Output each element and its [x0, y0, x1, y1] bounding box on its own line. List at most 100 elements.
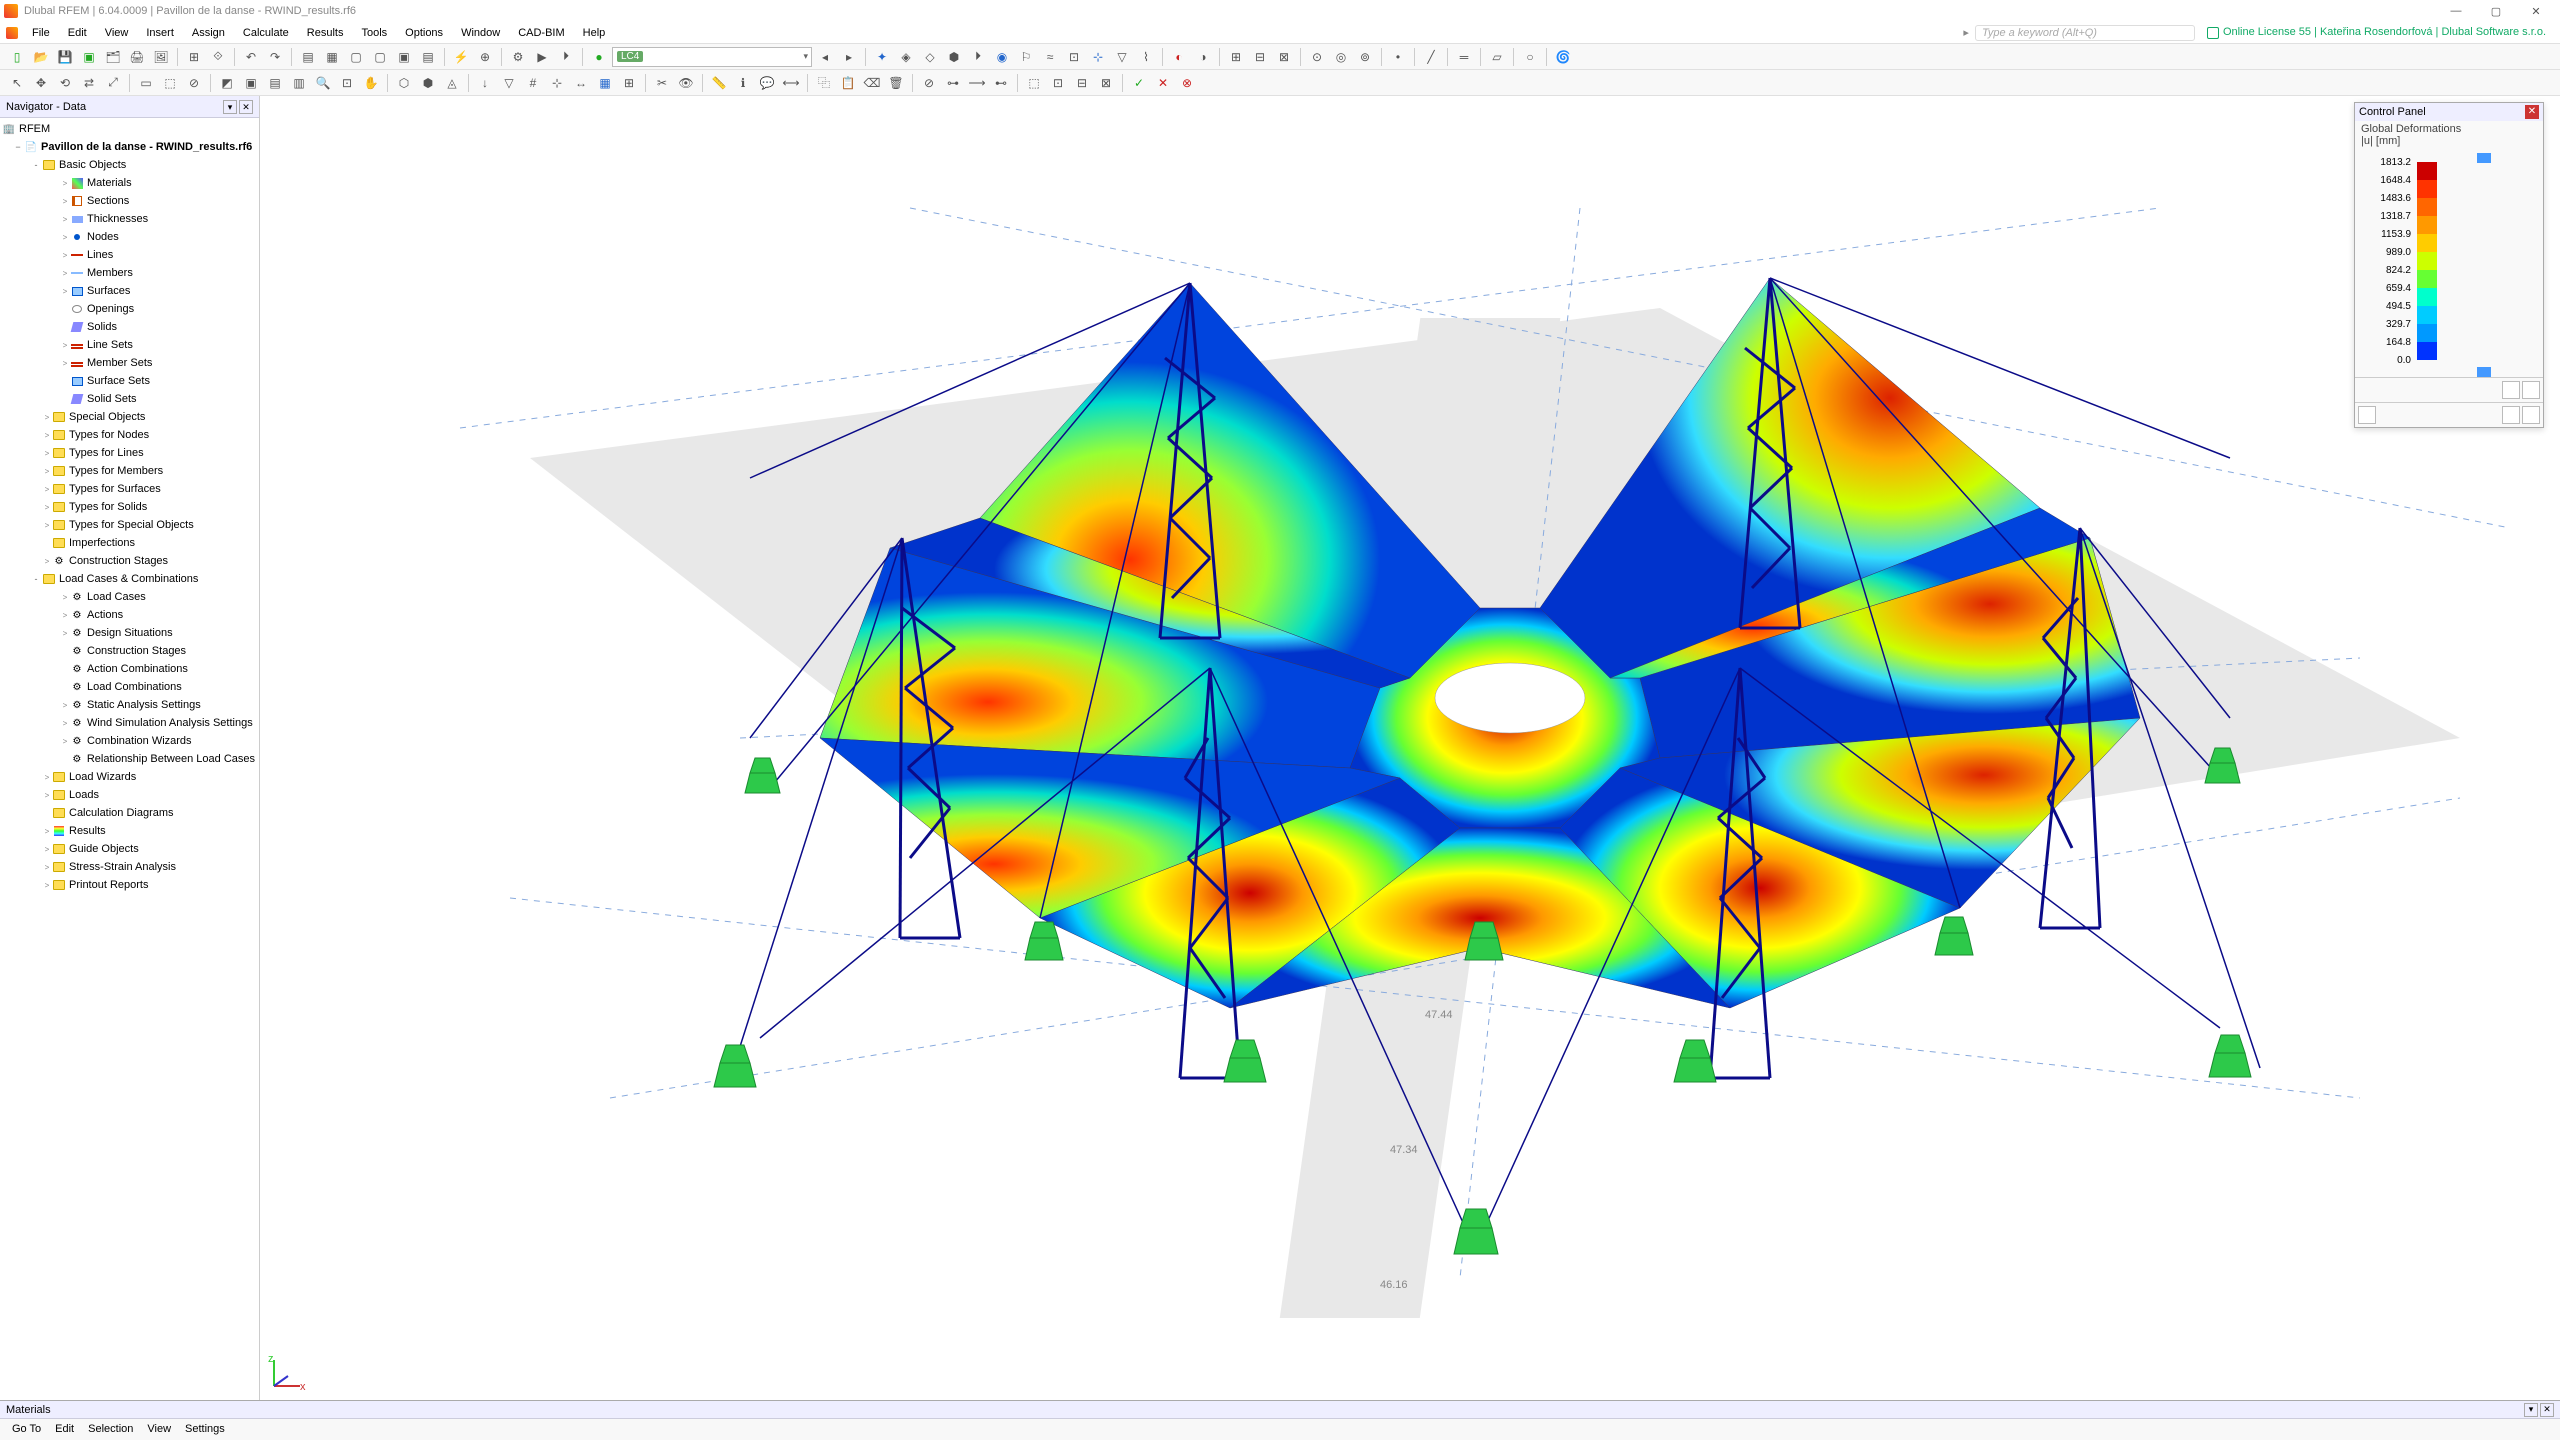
del1-button[interactable]: ⌫ [861, 72, 883, 94]
tree-item[interactable]: Calculation Diagrams [0, 804, 259, 822]
solid-view-button[interactable]: ⬢ [417, 72, 439, 94]
tree-item[interactable]: ⚙Action Combinations [0, 660, 259, 678]
filter-button[interactable]: ⚐ [1015, 46, 1037, 68]
load-cases-button[interactable]: ⚡ [450, 46, 472, 68]
info-button[interactable]: ℹ [732, 72, 754, 94]
project-manager-button[interactable]: 🗂 [102, 46, 124, 68]
save-button[interactable]: 💾 [54, 46, 76, 68]
tree-item[interactable]: >Types for Surfaces [0, 480, 259, 498]
new-file-button[interactable]: ▯ [6, 46, 28, 68]
tree-item[interactable]: >Sections [0, 192, 259, 210]
move-button[interactable]: ✥ [30, 72, 52, 94]
copy-button[interactable]: ⿻ [813, 72, 835, 94]
print-button[interactable]: 🖨 [126, 46, 148, 68]
animate-button[interactable]: ⏵ [967, 46, 989, 68]
tree-item[interactable]: >⚙Design Situations [0, 624, 259, 642]
gen2-button[interactable]: ⊡ [1047, 72, 1069, 94]
calc-current-button[interactable]: ⏵ [555, 46, 577, 68]
tree-item[interactable]: >⚙Wind Simulation Analysis Settings [0, 714, 259, 732]
tree-root[interactable]: 🏢 RFEM [0, 120, 259, 138]
snap2-button[interactable]: ◎ [1330, 46, 1352, 68]
cp-tool3-button[interactable] [2522, 406, 2540, 424]
menu-insert[interactable]: Insert [138, 25, 182, 41]
member-tool-button[interactable]: ═ [1453, 46, 1475, 68]
show-local-button[interactable]: ⊹ [546, 72, 568, 94]
menu-assign[interactable]: Assign [184, 25, 233, 41]
connect-button[interactable]: ⊶ [942, 72, 964, 94]
plausibility-button[interactable]: ⊗ [1176, 72, 1198, 94]
gen1-button[interactable]: ⬚ [1023, 72, 1045, 94]
view1-button[interactable]: ▢ [345, 46, 367, 68]
matmenu-settings[interactable]: Settings [179, 1422, 231, 1436]
menu-edit[interactable]: Edit [60, 25, 95, 41]
menu-help[interactable]: Help [575, 25, 614, 41]
node-tool-button[interactable]: • [1387, 46, 1409, 68]
tree-item[interactable]: >Types for Members [0, 462, 259, 480]
deselect-button[interactable]: ⊘ [183, 72, 205, 94]
join-button[interactable]: ⊷ [990, 72, 1012, 94]
opening-tool-button[interactable]: ○ [1519, 46, 1541, 68]
tree-item[interactable]: -Basic Objects [0, 156, 259, 174]
tree-item[interactable]: >Thicknesses [0, 210, 259, 228]
show-dim-button[interactable]: ↔ [570, 72, 592, 94]
control-panel-close-button[interactable]: ✕ [2525, 105, 2539, 119]
view2-button[interactable]: ▢ [369, 46, 391, 68]
tree-item[interactable]: >Load Wizards [0, 768, 259, 786]
tree-item[interactable]: Solids [0, 318, 259, 336]
tables-toggle-button[interactable]: ▦ [321, 46, 343, 68]
support-reactions-button[interactable]: ▽ [1111, 46, 1133, 68]
snap1-button[interactable]: ⊙ [1306, 46, 1328, 68]
visibility-button[interactable]: 👁 [675, 72, 697, 94]
view-z-button[interactable]: ▥ [288, 72, 310, 94]
cp-tool2-button[interactable] [2502, 406, 2520, 424]
check-button[interactable]: ✓ [1128, 72, 1150, 94]
results-toggle-button[interactable]: ● [588, 46, 610, 68]
menu-results[interactable]: Results [299, 25, 352, 41]
tree-item[interactable]: ⚙Load Combinations [0, 678, 259, 696]
calc-all-button[interactable]: ▶ [531, 46, 553, 68]
extend-button[interactable]: ⟶ [966, 72, 988, 94]
materials-close-button[interactable]: ✕ [2540, 1403, 2554, 1417]
navigator-pin-button[interactable]: ▾ [223, 100, 237, 114]
menu-tools[interactable]: Tools [353, 25, 395, 41]
load-combinations-button[interactable]: ⊕ [474, 46, 496, 68]
tree-item[interactable]: >Guide Objects [0, 840, 259, 858]
tree-item[interactable]: Openings [0, 300, 259, 318]
select-all-button[interactable]: ⬚ [159, 72, 181, 94]
gen4-button[interactable]: ⊠ [1095, 72, 1117, 94]
tree-project[interactable]: − 📄 Pavillon de la danse - RWIND_results… [0, 138, 259, 156]
arrow-button[interactable]: ↖ [6, 72, 28, 94]
rotate-button[interactable]: ⟲ [54, 72, 76, 94]
paste-button[interactable]: 📋 [837, 72, 859, 94]
tree-item[interactable]: >Printout Reports [0, 876, 259, 894]
snap3-button[interactable]: ⊚ [1354, 46, 1376, 68]
tree-item[interactable]: >⚙Combination Wizards [0, 732, 259, 750]
pan-button[interactable]: ✋ [360, 72, 382, 94]
tree-item[interactable]: Solid Sets [0, 390, 259, 408]
menu-view[interactable]: View [97, 25, 137, 41]
calc-params-button[interactable]: ⚙ [507, 46, 529, 68]
zoom-fit-button[interactable]: ⊡ [336, 72, 358, 94]
matmenu-view[interactable]: View [141, 1422, 177, 1436]
section-results-button[interactable]: ⊡ [1063, 46, 1085, 68]
load-case-combo[interactable]: LC4 [612, 47, 812, 67]
navigator-toggle-button[interactable]: ▤ [297, 46, 319, 68]
matmenu-edit[interactable]: Edit [49, 1422, 80, 1436]
maximize-button[interactable]: ▢ [2476, 5, 2516, 18]
menu-logo-icon[interactable] [6, 27, 18, 39]
show-num-button[interactable]: # [522, 72, 544, 94]
control-panel-header[interactable]: Control Panel ✕ [2355, 103, 2543, 121]
3d-viewport[interactable]: 47.44 47.34 46.16 x z Control Panel ✕ Gl… [260, 96, 2560, 1400]
show-results-button[interactable]: ✦ [871, 46, 893, 68]
tree-item[interactable]: >Loads [0, 786, 259, 804]
surface-tool-button[interactable]: ▱ [1486, 46, 1508, 68]
view4-button[interactable]: ▤ [417, 46, 439, 68]
tree-item[interactable]: >Types for Nodes [0, 426, 259, 444]
keyword-search-input[interactable]: Type a keyword (Alt+Q) [1975, 25, 2195, 41]
navigator-close-button[interactable]: ✕ [239, 100, 253, 114]
view-y-button[interactable]: ▤ [264, 72, 286, 94]
tree-item[interactable]: >Types for Lines [0, 444, 259, 462]
tree-item[interactable]: >Nodes [0, 228, 259, 246]
local-axes-button[interactable]: ⊹ [1087, 46, 1109, 68]
units-button[interactable]: ⟐ [207, 46, 229, 68]
